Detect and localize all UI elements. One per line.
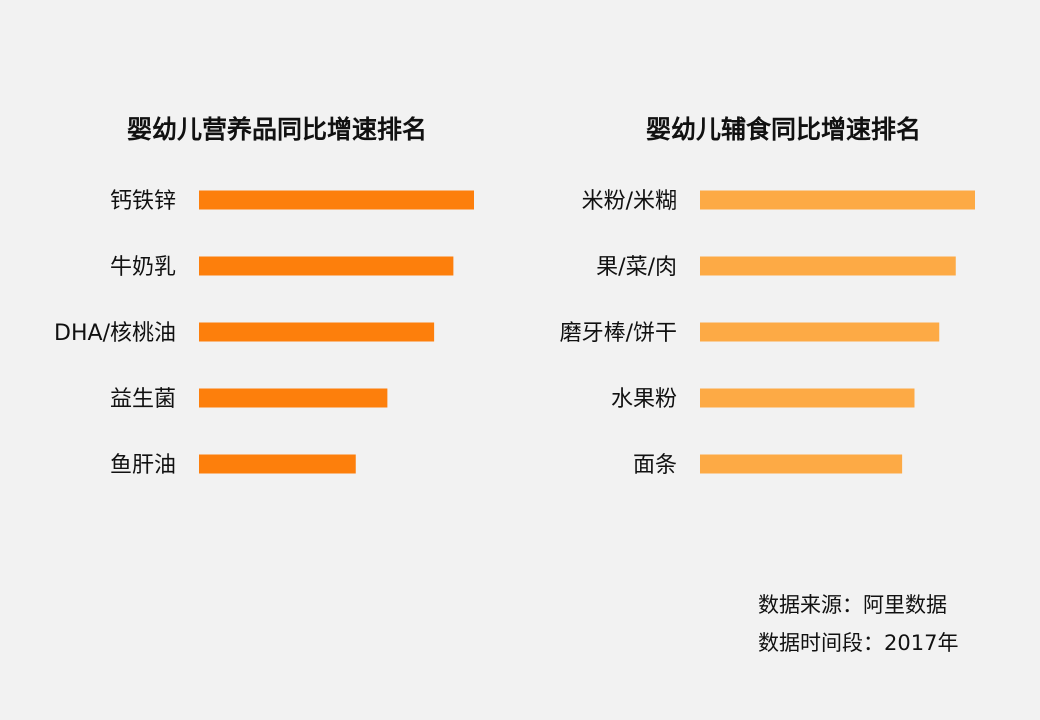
complementary-bar [700,190,975,210]
complementary-bar [700,322,940,342]
nutrition-bar [199,388,388,408]
nutrition-category-label: 益生菌 [110,387,176,412]
nutrition-category-label: 鱼肝油 [110,453,176,478]
complementary-bar [700,388,915,408]
complementary-bar [700,256,956,276]
nutrition-category-label: DHA/核桃油 [54,321,176,346]
chart-title-complementary-food: 婴幼儿辅食同比增速排名 [646,115,922,144]
nutrition-bar [199,256,454,276]
complementary-category-label: 磨牙棒/饼干 [560,321,677,346]
complementary-bar [700,454,903,474]
nutrition-bar [199,190,474,210]
complementary-category-label: 米粉/米糊 [582,189,677,214]
nutrition-category-label: 牛奶乳 [110,255,176,280]
complementary-category-label: 面条 [633,453,677,478]
chart-title-nutrition: 婴幼儿营养品同比增速排名 [127,115,428,144]
complementary-category-label: 水果粉 [611,387,677,412]
nutrition-bar [199,454,356,474]
nutrition-category-label: 钙铁锌 [110,189,176,214]
complementary-category-label: 果/菜/肉 [596,255,677,280]
data-period: 数据时间段：2017年 [758,631,959,655]
nutrition-bar [199,322,435,342]
data-source: 数据来源：阿里数据 [758,593,947,617]
